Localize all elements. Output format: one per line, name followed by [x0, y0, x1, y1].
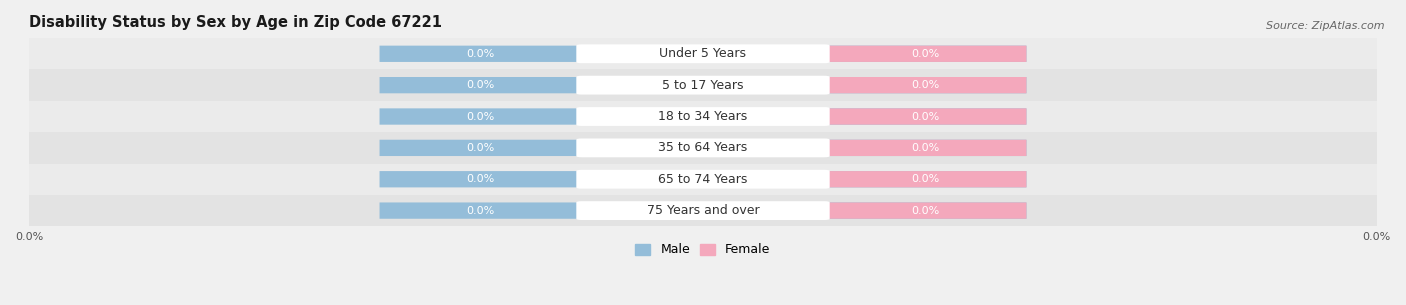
- FancyBboxPatch shape: [30, 132, 1376, 163]
- Text: 0.0%: 0.0%: [911, 49, 939, 59]
- FancyBboxPatch shape: [576, 170, 830, 189]
- FancyBboxPatch shape: [824, 108, 1026, 125]
- FancyBboxPatch shape: [824, 46, 1026, 62]
- Text: 5 to 17 Years: 5 to 17 Years: [662, 79, 744, 92]
- FancyBboxPatch shape: [582, 171, 703, 187]
- FancyBboxPatch shape: [824, 203, 1026, 219]
- FancyBboxPatch shape: [582, 77, 703, 93]
- Text: 0.0%: 0.0%: [467, 112, 495, 121]
- Text: 35 to 64 Years: 35 to 64 Years: [658, 142, 748, 154]
- FancyBboxPatch shape: [30, 163, 1376, 195]
- Text: 0.0%: 0.0%: [911, 143, 939, 153]
- FancyBboxPatch shape: [824, 140, 1026, 156]
- Legend: Male, Female: Male, Female: [630, 239, 776, 261]
- FancyBboxPatch shape: [380, 77, 1026, 93]
- Text: 0.0%: 0.0%: [467, 206, 495, 216]
- FancyBboxPatch shape: [380, 108, 1026, 125]
- Text: 75 Years and over: 75 Years and over: [647, 204, 759, 217]
- FancyBboxPatch shape: [576, 201, 830, 220]
- FancyBboxPatch shape: [824, 77, 1026, 93]
- FancyBboxPatch shape: [576, 107, 830, 126]
- Text: Source: ZipAtlas.com: Source: ZipAtlas.com: [1267, 21, 1385, 31]
- FancyBboxPatch shape: [30, 195, 1376, 226]
- FancyBboxPatch shape: [582, 203, 703, 219]
- Text: 0.0%: 0.0%: [467, 143, 495, 153]
- Text: Disability Status by Sex by Age in Zip Code 67221: Disability Status by Sex by Age in Zip C…: [30, 15, 441, 30]
- FancyBboxPatch shape: [380, 46, 1026, 62]
- FancyBboxPatch shape: [582, 46, 703, 62]
- FancyBboxPatch shape: [380, 171, 1026, 187]
- Text: 65 to 74 Years: 65 to 74 Years: [658, 173, 748, 186]
- FancyBboxPatch shape: [380, 140, 1026, 156]
- FancyBboxPatch shape: [824, 171, 1026, 187]
- Text: 0.0%: 0.0%: [467, 80, 495, 90]
- Text: 0.0%: 0.0%: [467, 49, 495, 59]
- FancyBboxPatch shape: [576, 138, 830, 157]
- FancyBboxPatch shape: [30, 70, 1376, 101]
- FancyBboxPatch shape: [576, 76, 830, 95]
- Text: 0.0%: 0.0%: [911, 206, 939, 216]
- FancyBboxPatch shape: [30, 101, 1376, 132]
- FancyBboxPatch shape: [582, 140, 703, 156]
- FancyBboxPatch shape: [30, 38, 1376, 70]
- Text: 18 to 34 Years: 18 to 34 Years: [658, 110, 748, 123]
- FancyBboxPatch shape: [582, 108, 703, 125]
- Text: Under 5 Years: Under 5 Years: [659, 47, 747, 60]
- FancyBboxPatch shape: [380, 203, 1026, 219]
- Text: 0.0%: 0.0%: [911, 112, 939, 121]
- FancyBboxPatch shape: [576, 45, 830, 63]
- Text: 0.0%: 0.0%: [911, 174, 939, 184]
- Text: 0.0%: 0.0%: [467, 174, 495, 184]
- Text: 0.0%: 0.0%: [911, 80, 939, 90]
